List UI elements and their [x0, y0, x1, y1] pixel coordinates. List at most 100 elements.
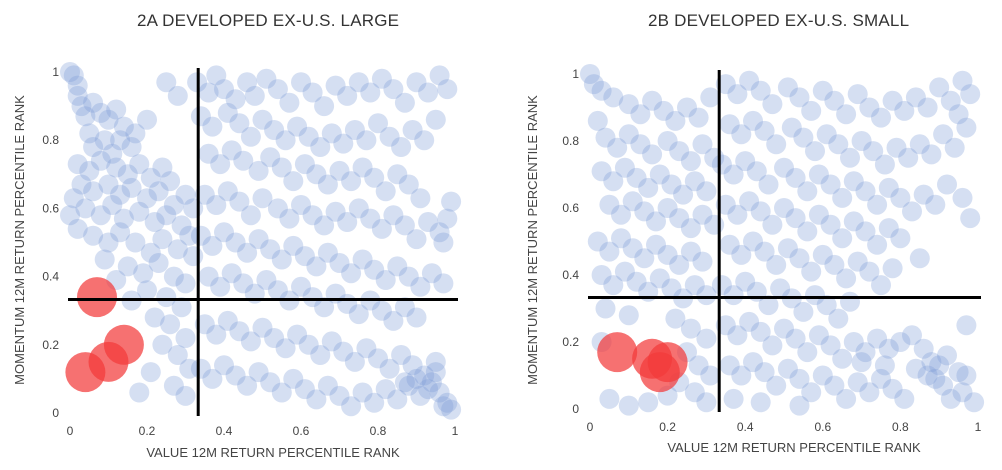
- data-point: [781, 117, 802, 138]
- data-point: [83, 92, 104, 113]
- data-point: [179, 225, 200, 246]
- data-point: [71, 174, 92, 195]
- data-point: [317, 375, 338, 396]
- data-point: [611, 204, 631, 225]
- data-point: [387, 389, 408, 410]
- data-point: [595, 298, 616, 319]
- data-point: [264, 120, 285, 140]
- data-point: [163, 266, 184, 287]
- data-point: [202, 116, 223, 137]
- data-point: [175, 385, 196, 406]
- data-point: [271, 382, 292, 403]
- data-point: [144, 307, 165, 328]
- data-point: [375, 379, 396, 400]
- data-point: [260, 147, 281, 168]
- data-point: [587, 231, 608, 252]
- data-point: [179, 358, 200, 379]
- data-point: [762, 94, 783, 115]
- data-point: [410, 385, 431, 406]
- data-point: [840, 291, 860, 312]
- data-point: [391, 345, 412, 365]
- data-point: [398, 266, 419, 287]
- data-point: [882, 378, 903, 399]
- data-point: [383, 79, 404, 100]
- data-point: [731, 124, 752, 145]
- data-point: [425, 109, 446, 130]
- data-point: [90, 205, 111, 226]
- data-point: [743, 110, 763, 131]
- data-point: [325, 201, 346, 222]
- data-point: [160, 171, 181, 192]
- data-point: [614, 261, 635, 282]
- data-point: [801, 100, 822, 121]
- data-point: [646, 211, 666, 232]
- data-point: [429, 222, 450, 243]
- data-point: [886, 137, 907, 158]
- data-point: [352, 382, 373, 403]
- data-point: [840, 147, 860, 168]
- data-point: [948, 362, 969, 383]
- data-point: [925, 194, 946, 215]
- data-point: [214, 355, 234, 376]
- data-point: [121, 177, 142, 198]
- data-point: [229, 191, 250, 212]
- data-point: [894, 100, 915, 121]
- data-point: [960, 208, 981, 229]
- data-point: [937, 345, 957, 366]
- data-point: [580, 64, 600, 84]
- x-tick-label: 1: [975, 420, 982, 434]
- data-point: [129, 382, 150, 403]
- data-point: [198, 266, 219, 287]
- data-point: [599, 388, 620, 409]
- data-point: [805, 285, 825, 306]
- data-point: [60, 62, 80, 82]
- data-point: [859, 97, 880, 118]
- data-point: [770, 278, 791, 299]
- data-point: [391, 137, 412, 157]
- data-point: [622, 191, 643, 212]
- x-tick-label: 0: [67, 424, 74, 438]
- data-point: [237, 242, 258, 263]
- x-tick-label: 0.4: [737, 420, 754, 434]
- data-point: [731, 244, 752, 265]
- data-point: [820, 214, 841, 235]
- data-point: [902, 325, 922, 346]
- data-point: [851, 352, 872, 373]
- data-point: [614, 157, 635, 178]
- data-point: [364, 259, 385, 280]
- y-tick-label: 0.4: [42, 270, 59, 284]
- data-point: [711, 275, 732, 296]
- data-point: [425, 362, 446, 383]
- data-point: [808, 204, 829, 225]
- data-point: [894, 388, 915, 409]
- data-point: [418, 379, 439, 400]
- data-point: [206, 324, 227, 345]
- data-point: [298, 334, 319, 355]
- data-point: [680, 151, 701, 172]
- data-point: [925, 368, 946, 389]
- data-point: [680, 218, 701, 239]
- data-point: [252, 188, 273, 209]
- data-point: [591, 265, 612, 285]
- data-point: [217, 310, 238, 331]
- data-point: [871, 107, 891, 128]
- data-point: [692, 134, 713, 155]
- data-point: [867, 328, 888, 349]
- data-point: [229, 113, 250, 134]
- data-point: [375, 270, 396, 290]
- data-point: [344, 120, 365, 140]
- data-point: [137, 109, 157, 130]
- data-point: [789, 248, 810, 269]
- data-point: [913, 184, 934, 205]
- y-axis-label: MOMENTUM 12M RETURN PERCENTILE RANK: [525, 95, 540, 385]
- data-point: [789, 368, 810, 389]
- data-point: [291, 195, 311, 215]
- data-point: [140, 362, 161, 383]
- data-point: [279, 208, 300, 229]
- data-point: [933, 375, 954, 396]
- data-point: [368, 348, 388, 369]
- data-point: [394, 215, 415, 236]
- data-point: [137, 280, 157, 301]
- data-point: [387, 256, 408, 277]
